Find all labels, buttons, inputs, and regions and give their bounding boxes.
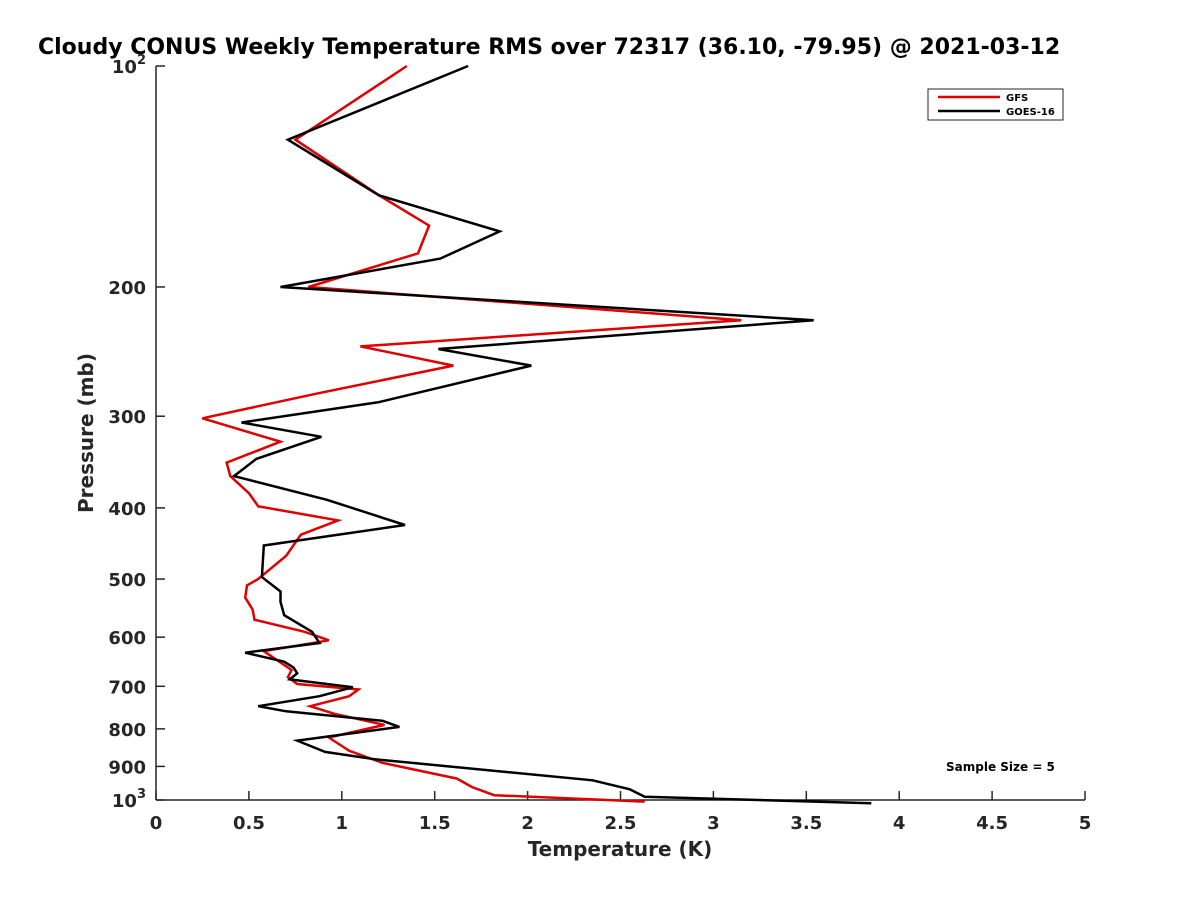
x-ticks: 0 0.5 1 1.5 2 2.5 3 3.5 4 4.5 5 xyxy=(150,791,1092,834)
x-tick-label: 2.5 xyxy=(605,813,637,834)
x-tick-label: 4.5 xyxy=(976,813,1008,834)
x-tick-label: 3 xyxy=(707,813,720,834)
y-tick-label: 600 xyxy=(108,628,146,649)
y-tick-label: 800 xyxy=(108,720,146,741)
y-tick-label: 300 xyxy=(108,407,146,428)
y-tick-label: 500 xyxy=(108,570,146,591)
series-line-gfs xyxy=(202,64,742,803)
y-tick-label: 400 xyxy=(108,499,146,520)
y-tick-label: 200 xyxy=(108,278,146,299)
sample-size-annotation: Sample Size = 5 xyxy=(946,760,1055,774)
legend-label-gfs: GFS xyxy=(1006,93,1028,104)
y-tick-label: 900 xyxy=(108,757,146,778)
legend-box xyxy=(927,88,1064,121)
x-tick-label: 2 xyxy=(521,813,534,834)
x-axis-title: Temperature (K) xyxy=(528,837,713,861)
x-tick-label: 5 xyxy=(1079,813,1092,834)
y-tick-label: 103 xyxy=(112,787,146,812)
legend: GFS GOES-16 xyxy=(927,88,1064,121)
y-axis-title: Pressure (mb) xyxy=(74,353,98,513)
legend-label-goes16: GOES-16 xyxy=(1006,107,1055,118)
chart-title: Cloudy CONUS Weekly Temperature RMS over… xyxy=(38,35,1060,60)
x-tick-label: 3.5 xyxy=(790,813,822,834)
y-tick-label: 102 xyxy=(112,53,146,78)
series-lines xyxy=(202,64,872,805)
x-tick-label: 1.5 xyxy=(419,813,451,834)
y-ticks: 102 200 300 400 500 600 700 800 900 103 xyxy=(108,53,165,812)
x-tick-label: 0.5 xyxy=(233,813,265,834)
x-tick-label: 1 xyxy=(336,813,349,834)
series-line-goes16 xyxy=(231,64,872,805)
x-tick-label: 0 xyxy=(150,813,163,834)
x-tick-label: 4 xyxy=(893,813,906,834)
y-tick-label: 700 xyxy=(108,677,146,698)
